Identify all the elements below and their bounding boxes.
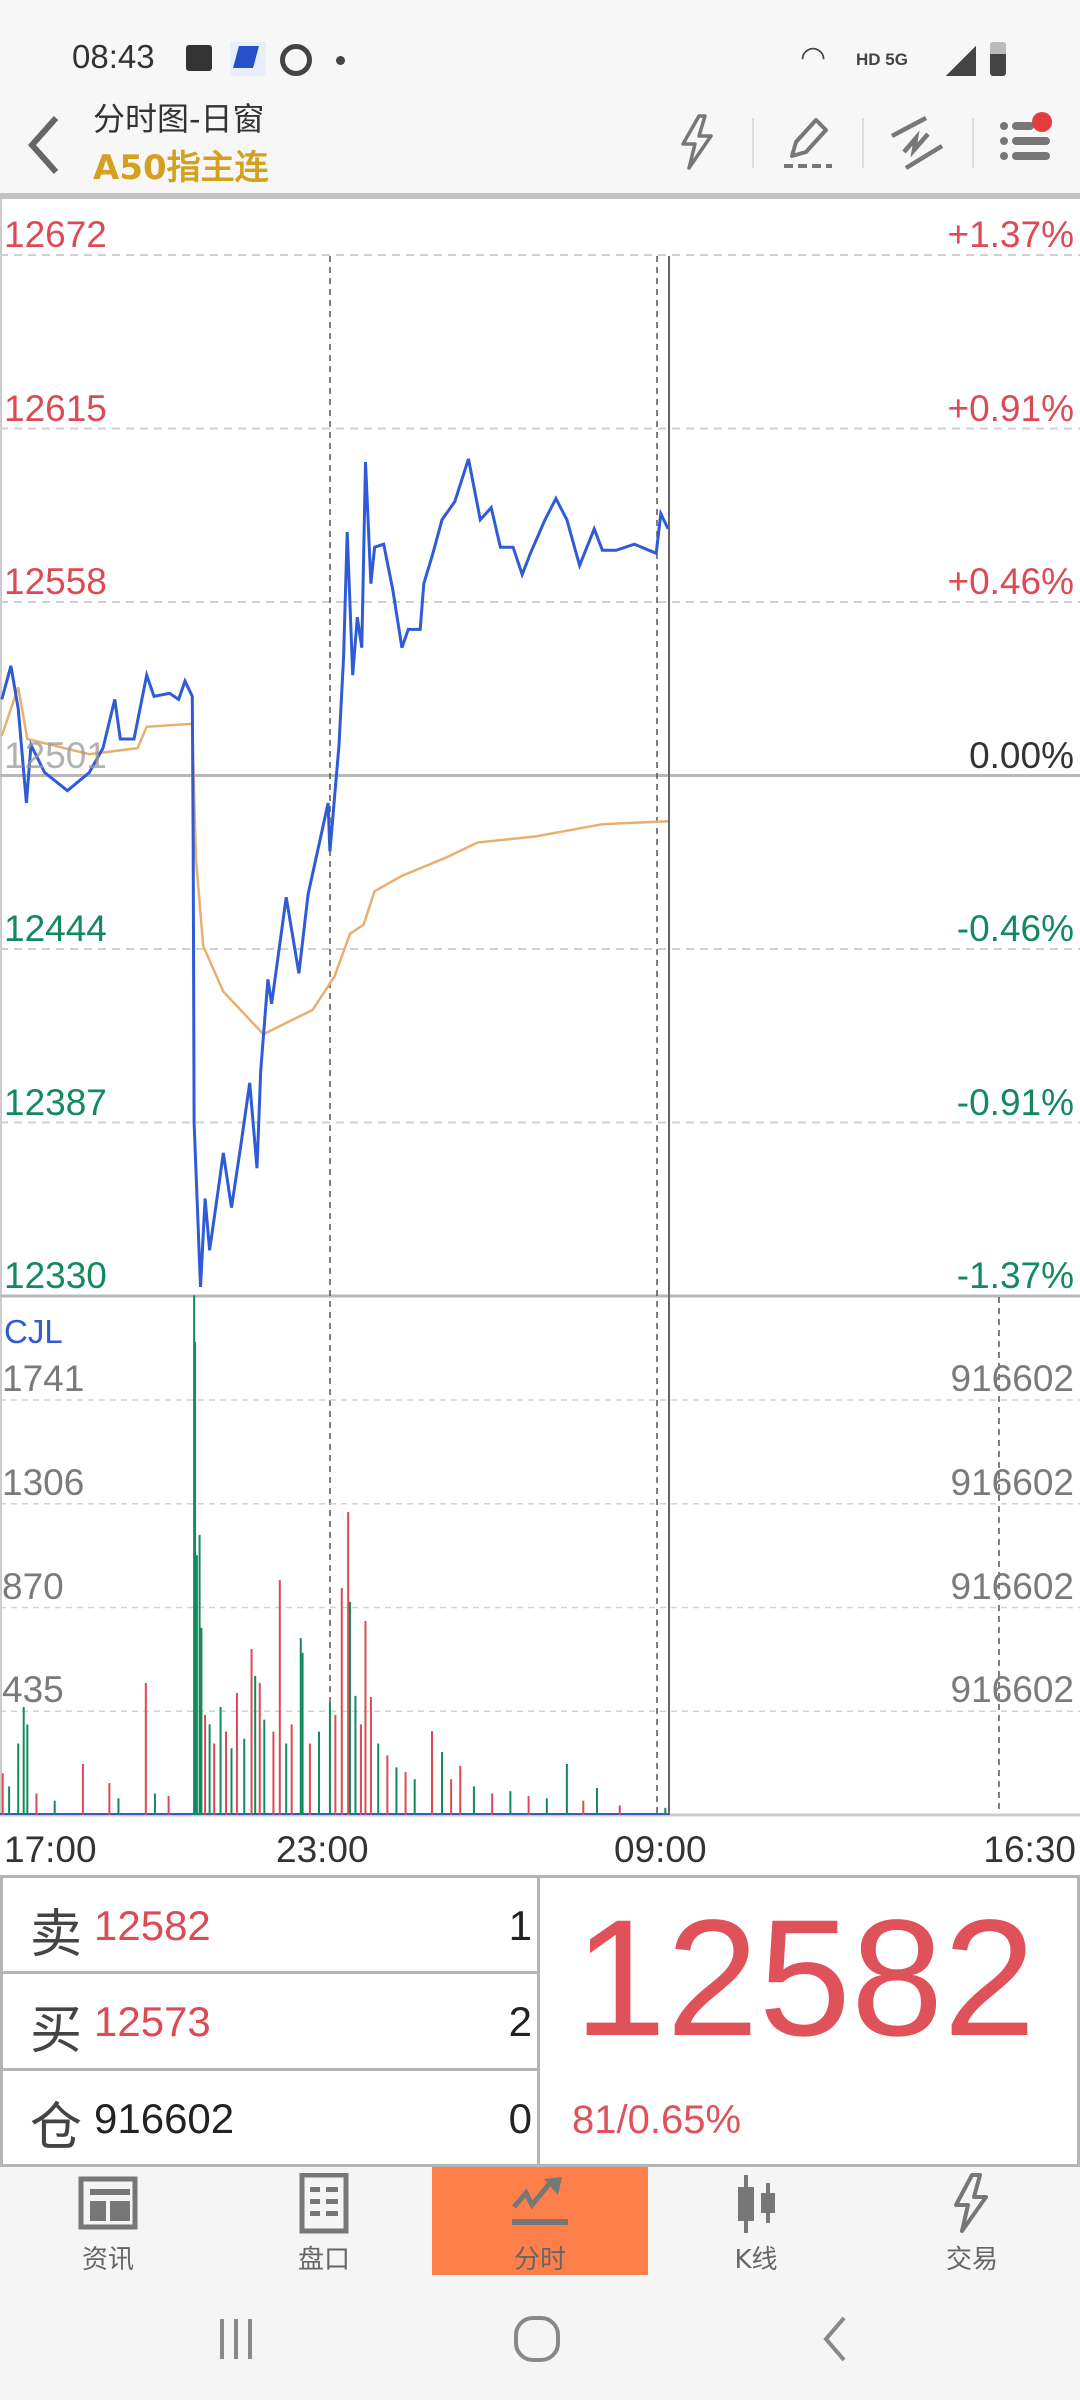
percent-axis-label: -1.37% [956, 1255, 1074, 1296]
divider [972, 118, 974, 168]
app-logo-icon [230, 42, 266, 76]
network-label: HD 5G [856, 50, 908, 69]
volume-axis-label: 1741 [2, 1358, 85, 1399]
sync-icon [280, 44, 312, 76]
tab-intraday[interactable]: 分时 [432, 2167, 648, 2275]
last-price: 12582 [574, 1886, 1036, 2071]
divider [537, 1875, 540, 2167]
time-label-start: 17:00 [4, 1829, 97, 1870]
notification-dot-icon [336, 56, 345, 65]
price-axis-label: 12444 [4, 908, 107, 949]
ask-row[interactable]: 卖 12582 1 [0, 1878, 538, 1974]
divider [0, 1875, 3, 2167]
percent-axis-label: +0.46% [947, 561, 1074, 602]
tab-label: K线 [734, 2245, 778, 2275]
volume-axis-label: 870 [2, 1565, 64, 1607]
volume-axis-label: 435 [2, 1669, 64, 1711]
percent-axis-label: -0.46% [956, 908, 1074, 949]
divider [862, 118, 864, 168]
recent-apps-icon[interactable] [216, 2317, 256, 2361]
price-axis-label: 12615 [4, 387, 107, 429]
time-label-end: 16:30 [983, 1829, 1076, 1870]
tab-news[interactable]: 资讯 [0, 2167, 216, 2275]
gallery-icon [186, 45, 212, 71]
price-axis-label: 12672 [4, 214, 107, 255]
tab-label: 盘口 [297, 2245, 350, 2275]
trendline-icon[interactable] [888, 112, 946, 172]
percent-axis-label: 0.00% [969, 734, 1074, 776]
volume-axis-label: 1306 [2, 1461, 85, 1503]
bid-label: 买 [30, 2001, 83, 2061]
ask-price: 12582 [94, 1902, 211, 1949]
intraday-chart-icon [512, 2177, 568, 2225]
percent-axis-label: -0.91% [956, 1081, 1074, 1123]
status-time: 08:43 [72, 38, 155, 75]
header: 分时图-日窗 A50指主连 [0, 90, 1080, 193]
tab-label: 交易 [945, 2245, 998, 2275]
percent-axis-label: +0.91% [947, 387, 1074, 429]
price-axis-label: 12387 [4, 1081, 107, 1123]
instrument-name[interactable]: A50指主连 [93, 148, 269, 188]
system-nav-bar [0, 2275, 1080, 2400]
open-interest-axis-label: 916602 [950, 1565, 1074, 1607]
divider [0, 2164, 1080, 2167]
open-interest-value: 916602 [94, 2095, 235, 2142]
divider [752, 118, 754, 168]
tab-label: 资讯 [81, 2245, 134, 2275]
battery-icon [990, 42, 1006, 76]
divider [1077, 1875, 1080, 2167]
price-axis-label: 12330 [4, 1255, 107, 1296]
bid-qty: 2 [508, 1998, 532, 2045]
percent-axis-label: +1.37% [947, 214, 1074, 255]
status-bar: 08:43 ◠ HD 5G [0, 0, 1080, 90]
tab-order-book[interactable]: 盘口 [216, 2167, 432, 2275]
news-icon [78, 2176, 138, 2230]
tab-trade[interactable]: 交易 [864, 2167, 1080, 2275]
candlestick-icon [738, 2175, 775, 2233]
open-interest-axis-label: 916602 [950, 1669, 1074, 1711]
signal-icon [946, 46, 976, 76]
volume-title: CJL [4, 1313, 63, 1350]
wifi-icon: ◠ [800, 41, 827, 74]
header-divider [0, 193, 1080, 199]
average-price-line [0, 686, 669, 1036]
open-interest-axis-label: 916602 [950, 1358, 1074, 1399]
bid-row[interactable]: 买 12573 2 [0, 1974, 538, 2071]
price-axis-label: 12501 [4, 734, 107, 776]
open-interest-row[interactable]: 仓 916602 0 [0, 2071, 538, 2167]
price-change: 81/0.65% [572, 2098, 742, 2142]
chart-background [0, 199, 1080, 1815]
home-icon[interactable] [512, 2315, 562, 2363]
back-nav-icon[interactable] [820, 2315, 850, 2363]
intraday-chart[interactable] [0, 0, 1080, 1830]
time-label-night: 23:00 [276, 1829, 369, 1870]
notification-badge [1032, 112, 1052, 132]
back-button[interactable] [22, 112, 66, 178]
open-interest-label: 仓 [30, 2098, 83, 2158]
menu-list-icon[interactable] [996, 110, 1062, 170]
page-title: 分时图-日窗 [93, 100, 265, 138]
open-interest-change: 0 [508, 2095, 532, 2142]
order-book-icon [299, 2173, 349, 2234]
tab-kline[interactable]: K线 [648, 2167, 864, 2275]
tab-label: 分时 [513, 2245, 566, 2275]
price-axis-label: 12558 [4, 561, 107, 602]
ask-label: 卖 [30, 1905, 83, 1965]
open-interest-axis-label: 916602 [950, 1461, 1074, 1503]
pencil-draw-icon[interactable] [780, 112, 836, 172]
time-label-day: 09:00 [614, 1829, 707, 1870]
divider [0, 1875, 1080, 1878]
ask-qty: 1 [508, 1902, 532, 1949]
lightning-icon[interactable] [675, 112, 719, 172]
price-line [0, 458, 670, 1287]
lightning-icon [954, 2173, 988, 2233]
bid-price: 12573 [94, 1998, 211, 2045]
